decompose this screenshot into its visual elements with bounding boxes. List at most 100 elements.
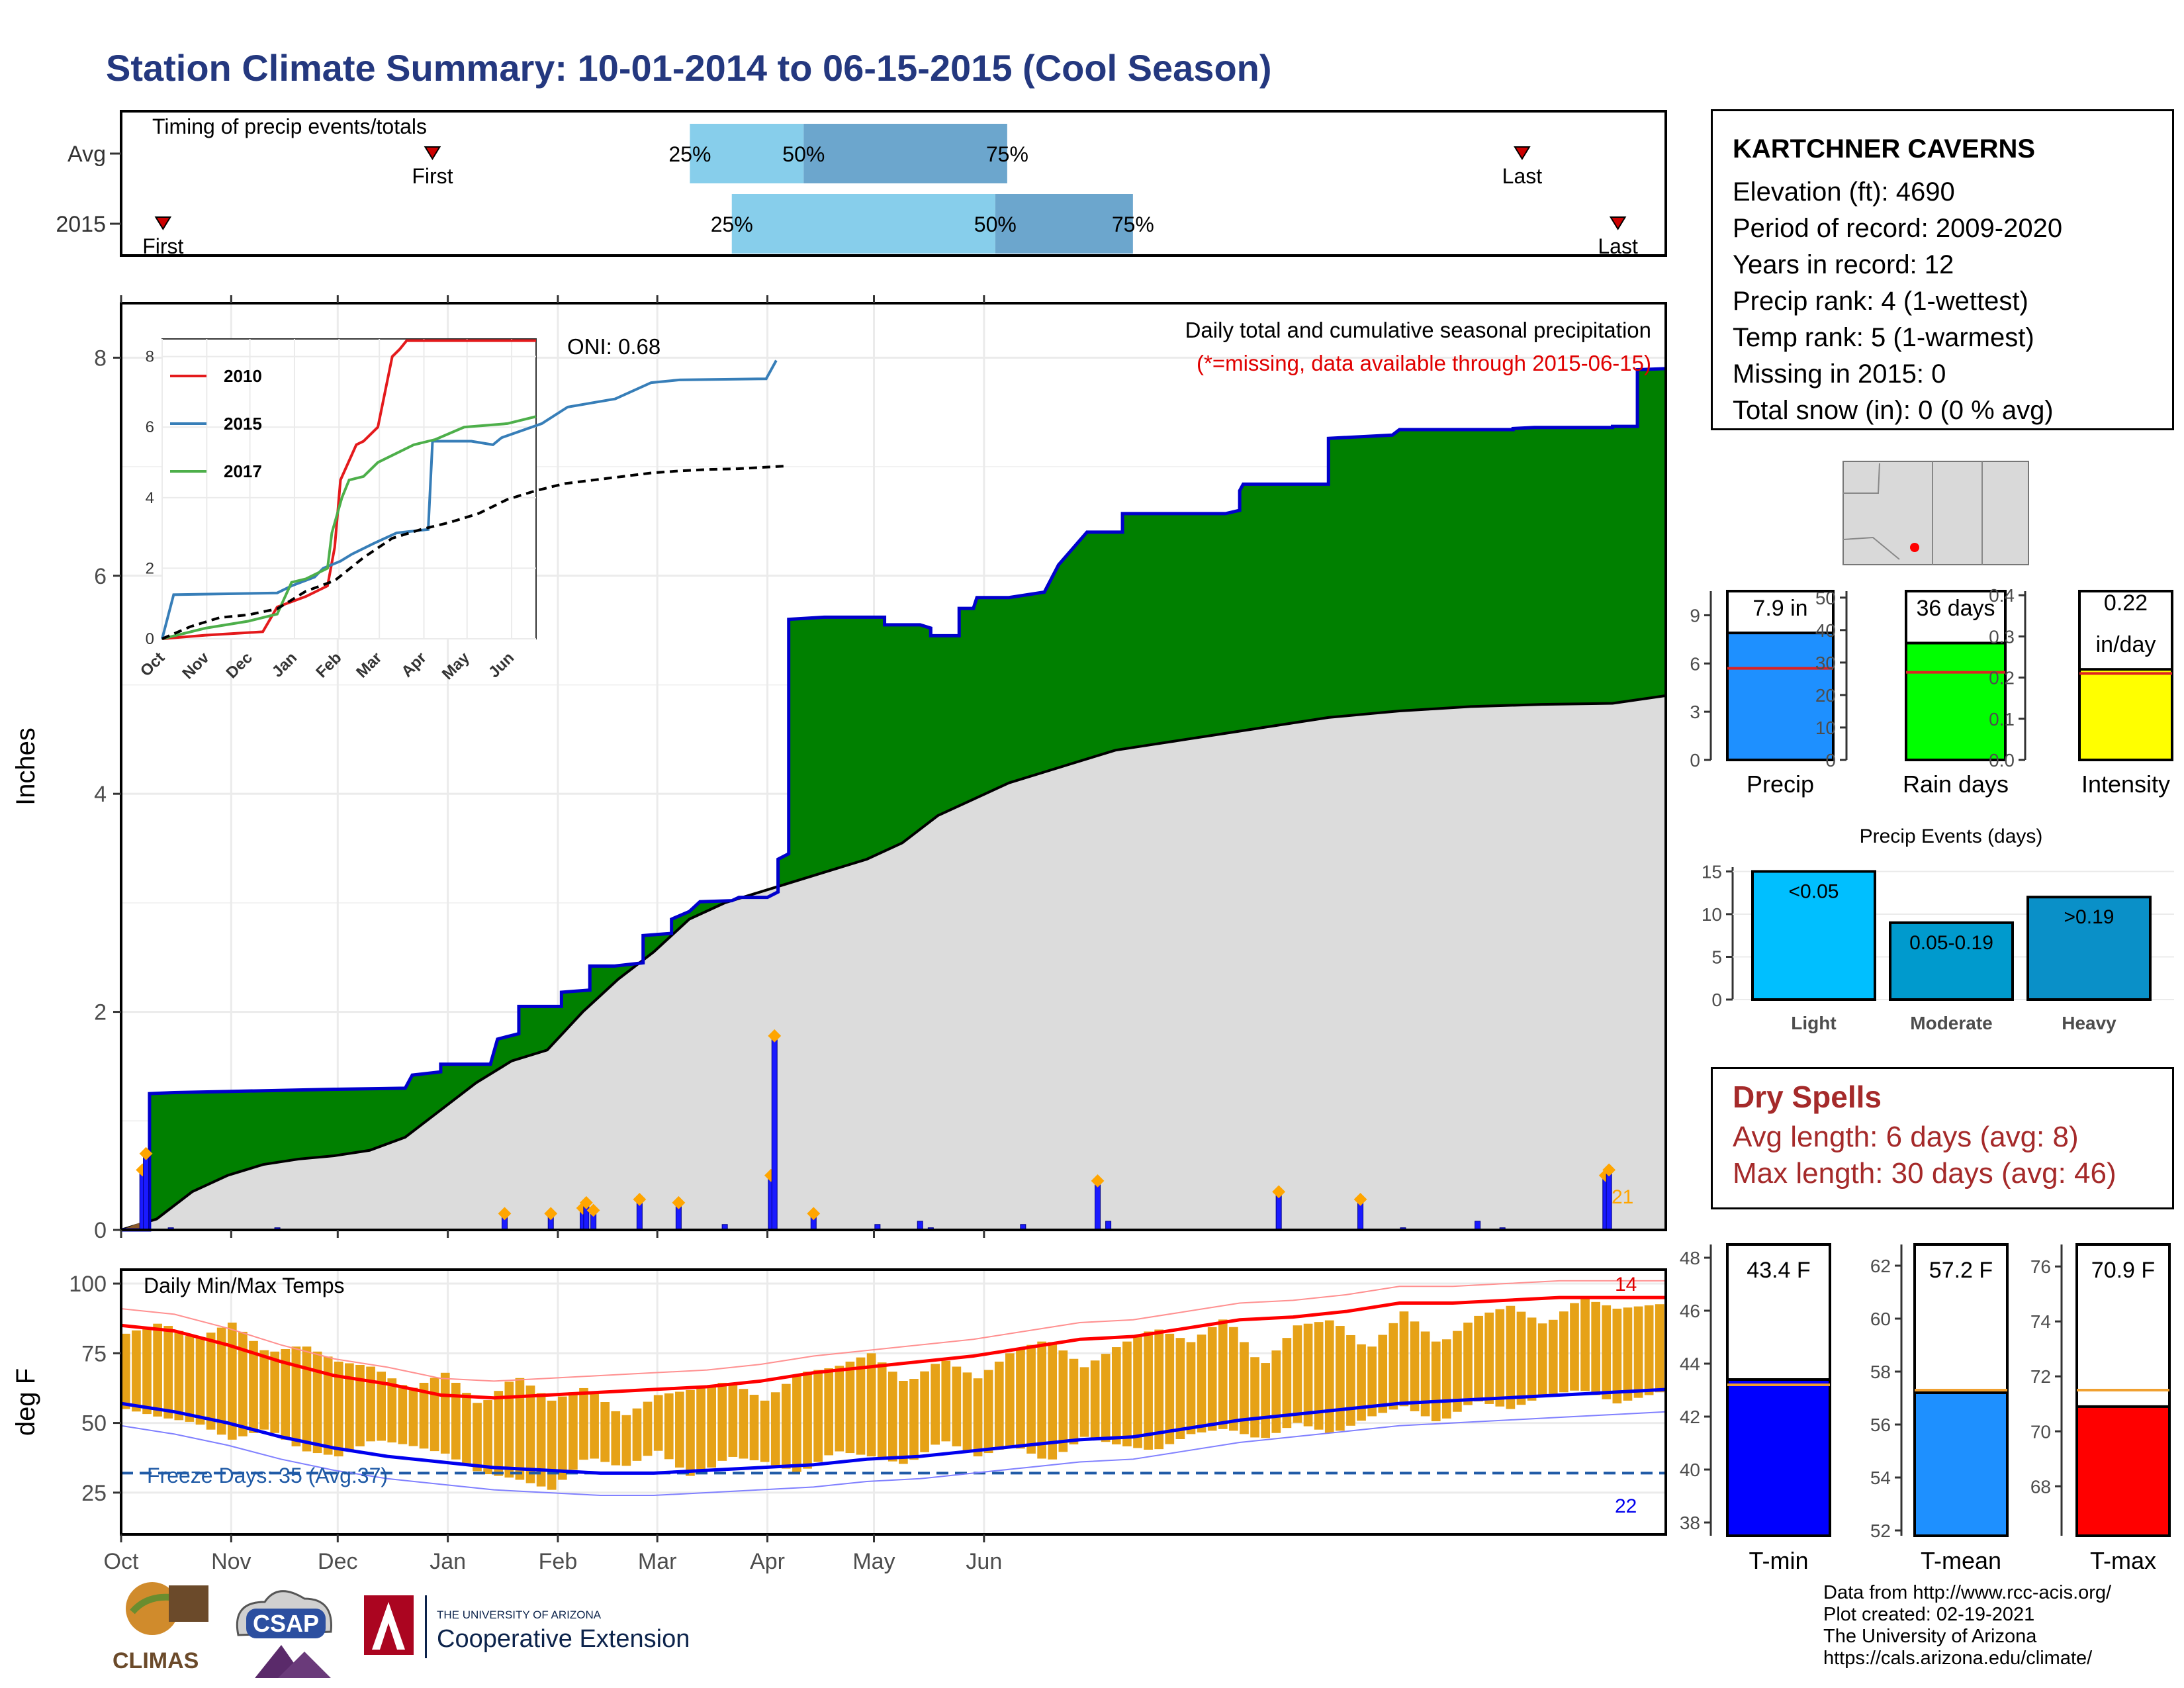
daily-temp-bar: [1357, 1344, 1366, 1421]
daily-temp-bar: [132, 1330, 141, 1412]
daily-precip-bar: [1095, 1180, 1101, 1231]
timing-row-label: Avg: [68, 142, 106, 167]
inset-series-line: [161, 359, 778, 639]
daily-temp-bar: [803, 1372, 812, 1469]
daily-temp-bar: [419, 1382, 429, 1449]
stat-bar: [1726, 632, 1835, 762]
daily-temp-bar: [1005, 1353, 1015, 1446]
stat-value-label: 36 days: [1916, 596, 1995, 621]
daily-temp-bar: [345, 1363, 354, 1452]
stat-ytick-label: 20: [1815, 685, 1836, 706]
events-bar: [1889, 921, 2014, 1002]
temp-ytick-label: 25: [81, 1481, 107, 1506]
daily-temp-bar: [1346, 1335, 1355, 1426]
daily-temp-bar: [1186, 1342, 1196, 1434]
daily-temp-bar: [1453, 1331, 1462, 1412]
daily-temp-bar: [1612, 1308, 1622, 1404]
daily-temp-bar: [1261, 1363, 1271, 1438]
daily-temp-bar: [1314, 1322, 1324, 1430]
precip-stat-bars: 0 3 6 9 7.9 in Precip 0 10 20 30 40 50 36 days Rain d…: [1690, 585, 2173, 798]
daily-temp-bar: [1537, 1323, 1547, 1397]
credit-line: Plot created: 02-19-2021: [1823, 1604, 2035, 1625]
ua-big-text: Cooperative Extension: [437, 1625, 690, 1653]
timing-marker-label: Last: [1502, 164, 1543, 188]
daily-temp-bar: [1250, 1357, 1259, 1438]
daily-precip-marker: [139, 1147, 153, 1160]
daily-temp-bar: [1271, 1350, 1281, 1433]
daily-temp-bar: [216, 1327, 226, 1435]
daily-temp-bar: [1644, 1305, 1654, 1395]
daily-temp-bar: [1111, 1347, 1121, 1444]
daily-temp-bar: [824, 1368, 834, 1456]
daily-temp-bar: [1101, 1354, 1111, 1442]
stat-ytick-label: 56: [1870, 1415, 1891, 1435]
stat-bar: [2078, 668, 2173, 761]
daily-temp-bar: [1144, 1331, 1153, 1450]
stat-bar: [1913, 1391, 2009, 1537]
daily-temp-bar: [696, 1387, 705, 1475]
inset-legend-label: 2010: [224, 366, 262, 386]
daily-temp-bar: [1016, 1348, 1025, 1449]
precip-corner-label: 21: [1612, 1186, 1633, 1208]
daily-precip-marker: [544, 1207, 558, 1221]
stat-ytick-label: 46: [1680, 1301, 1700, 1321]
temp-stat-bars: 38 40 42 44 46 48 43.4 F T-min 52 54 56 58 60 62 57.2 …: [1680, 1243, 2171, 1574]
precip-events-panel: Precip Events (days) 0 5 10 15 <0.05 Light 0.05…: [1702, 825, 2174, 1033]
precip-panel: 0 2 4 6 8 Inches Daily total and cumulative se…: [11, 295, 1667, 1243]
daily-precip-marker: [807, 1207, 821, 1221]
daily-precip-bar: [143, 1153, 150, 1231]
events-ytick-label: 0: [1711, 990, 1722, 1010]
stat-ytick-label: 0: [1690, 750, 1700, 771]
daily-temp-bar: [153, 1323, 162, 1417]
daily-temp-bar: [1079, 1367, 1089, 1437]
daily-temp-bar: [536, 1393, 546, 1487]
daily-temp-bar: [238, 1331, 248, 1436]
events-bar-label: >0.19: [2064, 906, 2115, 928]
stat-category-label: T-max: [2090, 1547, 2156, 1574]
inset-ytick-label: 8: [146, 348, 154, 366]
daily-precip-marker: [586, 1203, 600, 1217]
month-axis-label: Jan: [430, 1549, 466, 1574]
ua-small-text: THE UNIVERSITY OF ARIZONA: [437, 1609, 602, 1621]
daily-temp-bar: [1441, 1339, 1451, 1419]
daily-temp-bar: [557, 1396, 567, 1480]
daily-temp-bar: [408, 1387, 418, 1446]
csap-text: CSAP: [253, 1610, 319, 1637]
daily-temp-bar: [323, 1356, 333, 1455]
stat-ytick-label: 40: [1680, 1460, 1700, 1480]
daily-temp-bar: [1058, 1350, 1068, 1452]
temp-ytick-label: 50: [81, 1411, 107, 1436]
ua-logo: THE UNIVERSITY OF ARIZONA Cooperative Ex…: [364, 1595, 690, 1658]
daily-temp-bar: [366, 1366, 375, 1442]
credits: Data from http://www.rcc-acis.org/ Plot …: [1823, 1582, 2111, 1669]
daily-temp-bar: [760, 1400, 770, 1462]
daily-temp-bar: [1037, 1341, 1046, 1459]
stat-ytick-label: 48: [1680, 1248, 1700, 1268]
daily-temp-bar: [121, 1333, 130, 1409]
timing-triangle-marker: [1514, 146, 1531, 160]
precip-title: Daily total and cumulative seasonal prec…: [1185, 318, 1651, 342]
daily-temp-bar: [1623, 1307, 1633, 1401]
timing-triangle-marker: [1609, 216, 1627, 230]
map-state-border: [1843, 536, 1900, 560]
daily-temp-bar: [1229, 1327, 1238, 1431]
map-frame: [1843, 461, 2029, 565]
stat-bar: [1905, 641, 2007, 762]
dry-spells-avg: Avg length: 6 days (avg: 8): [1733, 1121, 2079, 1153]
stat-ytick-label: 44: [1680, 1354, 1700, 1374]
station-name: KARTCHNER CAVERNS: [1733, 134, 2036, 164]
daily-temp-bar: [1367, 1346, 1377, 1417]
daily-temp-bar: [1388, 1323, 1398, 1410]
daily-temp-bar: [291, 1346, 301, 1446]
stat-ytick-label: 0.0: [1989, 750, 2015, 771]
daily-temp-bar: [398, 1385, 408, 1444]
daily-temp-bar: [569, 1392, 578, 1470]
daily-temp-bar: [494, 1391, 504, 1476]
daily-temp-bar: [739, 1389, 749, 1459]
daily-temp-bar: [430, 1378, 439, 1452]
daily-temp-bar: [707, 1385, 716, 1468]
daily-precip-marker: [498, 1207, 512, 1221]
temp-panel: 25 50 75 100 deg F Oct Nov Dec Jan Feb Mar Apr May Ju…: [11, 1268, 1667, 1574]
timing-bar-q50-q75: [803, 124, 1007, 183]
daily-temp-bar: [1580, 1298, 1590, 1391]
